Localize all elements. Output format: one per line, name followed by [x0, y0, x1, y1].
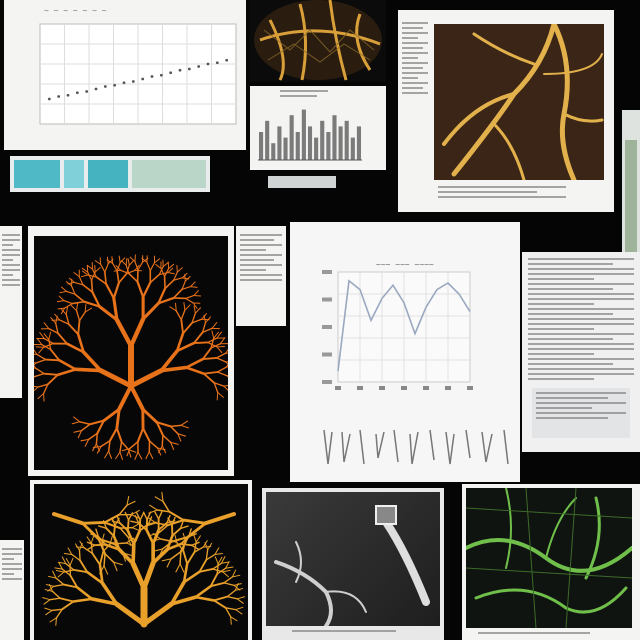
xray-vessel	[274, 505, 430, 626]
bar	[320, 120, 325, 160]
gold-vessel-network	[442, 24, 604, 180]
scatter-point	[47, 97, 51, 101]
green-vessel-panel	[462, 484, 640, 640]
scatter-point	[113, 83, 117, 87]
scatter-point	[169, 71, 173, 75]
orange-vessel-tree	[34, 254, 228, 461]
scatter-point	[85, 90, 89, 93]
xray-panel	[262, 488, 444, 640]
scatter-point	[215, 61, 219, 65]
bar	[326, 132, 331, 160]
bar	[307, 126, 313, 160]
bar	[314, 137, 319, 160]
bar	[350, 137, 355, 160]
bar	[259, 132, 264, 160]
scatter-point	[66, 93, 70, 97]
text-document	[522, 252, 640, 452]
scatter-point	[141, 77, 145, 81]
bar-chart	[258, 109, 362, 161]
orange-vessel-panel	[28, 226, 234, 476]
left-scrap-1	[0, 226, 22, 398]
bar	[283, 137, 288, 160]
bar	[332, 115, 337, 160]
line-chart-title: ~~~ ~~~ ~~~~	[376, 260, 434, 269]
scatter-point	[75, 91, 79, 95]
scatter-chart	[39, 23, 237, 125]
scatter-point	[57, 95, 61, 98]
scatter-chart-title: ~ ~ ~ ~ ~ ~ ~	[44, 6, 107, 15]
left-scrap-2	[0, 540, 24, 640]
amber-vessel-panel	[30, 480, 252, 640]
green-vessel-network	[466, 488, 632, 628]
text-scrap-mid	[236, 226, 286, 326]
bar	[271, 143, 276, 160]
bar	[289, 115, 294, 160]
vessel-image-top	[250, 0, 386, 82]
bar	[265, 120, 270, 160]
teal-strip	[10, 156, 210, 192]
bar	[338, 126, 343, 160]
waveform-strip	[323, 429, 509, 465]
scatter-point	[150, 75, 154, 78]
scatter-point	[187, 67, 191, 71]
bar-chart-panel	[250, 86, 386, 170]
scatter-point	[103, 85, 107, 88]
bar	[277, 126, 282, 160]
gold-vessel-panel	[398, 10, 614, 212]
scatter-point	[131, 80, 135, 83]
bar	[295, 132, 300, 160]
line-series	[337, 279, 471, 372]
bar	[344, 120, 349, 160]
line-chart	[322, 270, 473, 390]
scatter-point	[122, 81, 126, 85]
amber-vessel-tree	[42, 491, 245, 628]
scatter-point	[225, 58, 229, 62]
scatter-point	[206, 62, 210, 66]
bar	[301, 109, 306, 160]
scatter-point	[178, 68, 182, 72]
scatter-point	[197, 65, 201, 68]
scatter-point	[94, 87, 98, 91]
line-chart-panel: ~~~ ~~~ ~~~~	[290, 222, 520, 482]
vessel-network-top	[254, 0, 382, 81]
bar	[356, 126, 361, 160]
scatter-chart-panel: ~ ~ ~ ~ ~ ~ ~	[4, 0, 246, 150]
bar-caption	[268, 176, 336, 188]
scatter-point	[159, 73, 163, 77]
